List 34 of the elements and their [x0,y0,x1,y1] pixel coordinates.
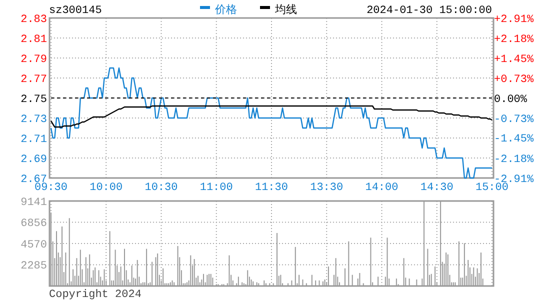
x-tick-label: 10:30 [144,182,178,194]
x-tick-label: 11:30 [254,182,288,194]
y-tick-label: 2285 [20,260,47,273]
y2-tick-label: -2.18% [494,154,534,166]
y2-tick-label: +2.18% [494,34,534,46]
y-tick-label: 2.73 [20,114,47,126]
y2-tick-label: 0.00% [494,94,528,106]
y-tick-label: 2.83 [20,14,47,26]
y2-tick-label: -1.45% [494,134,534,146]
x-tick-label: 13:30 [310,182,344,194]
chart-title: sz300145 [49,5,102,17]
x-tick-label: 11:00 [200,182,233,194]
y-tick-label: 2.75 [20,94,47,106]
x-tick-label: 14:00 [365,182,398,194]
legend-label: 价格 [214,4,237,17]
y2-tick-label: +1.45% [494,54,534,66]
text: Copyright 2024 [49,289,142,300]
x-tick-label: 10:00 [90,182,123,194]
line-series [50,67,493,179]
legend-label: 均线 [274,3,297,17]
y-tick-label: 2.81 [20,34,48,46]
y2-tick-label: +2.91% [494,14,534,26]
y-tick-label: 2.77 [20,74,47,86]
text: 2024-01-30 15:00:00 [366,5,492,17]
y-tick-label: 6856 [20,218,47,230]
y-tick-label: 4570 [20,239,47,252]
y-tick-label: 2.71 [20,134,48,146]
y-tick-label: 2.69 [20,154,47,166]
line-series [50,105,493,128]
y2-tick-label: -0.73% [494,114,534,126]
y2-tick-label: +0.73% [494,74,534,86]
y-tick-label: 2.79 [20,54,47,66]
x-tick-label: 14:30 [420,182,454,194]
y-tick-label: 9141 [20,196,48,209]
